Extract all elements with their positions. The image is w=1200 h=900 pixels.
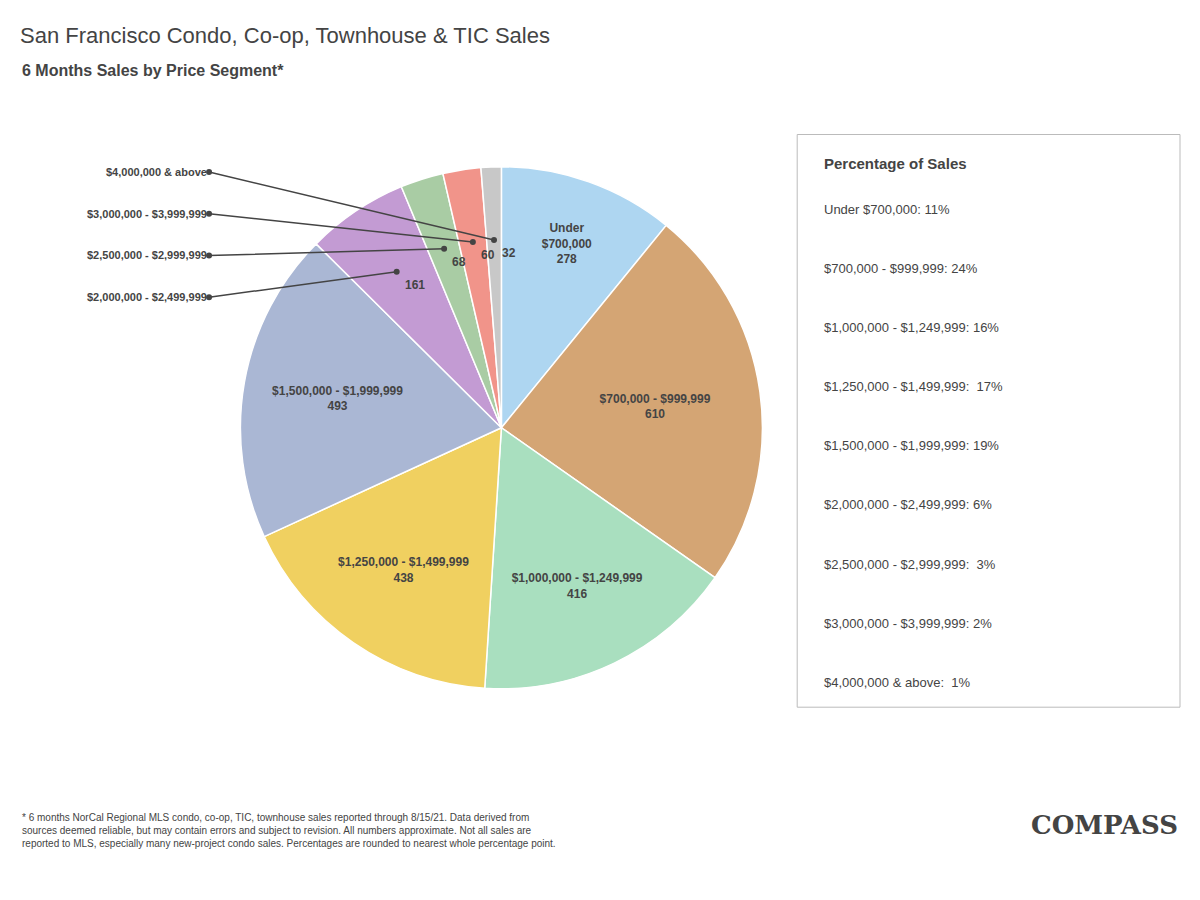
svg-text:$1,500,000 - $1,999,999: 19%: $1,500,000 - $1,999,999: 19% xyxy=(824,438,999,453)
svg-text:San Francisco Condo, Co-op, To: San Francisco Condo, Co-op, Townhouse & … xyxy=(20,23,550,48)
svg-text:32: 32 xyxy=(502,246,516,260)
svg-text:* 6 months NorCal Regional MLS: * 6 months NorCal Regional MLS condo, co… xyxy=(22,812,556,849)
svg-text:$1,250,000 - $1,499,999: 17%: $1,250,000 - $1,499,999: 17% xyxy=(824,379,1003,394)
svg-text:60: 60 xyxy=(481,248,495,262)
svg-text:Percentage of Sales: Percentage of Sales xyxy=(824,155,967,172)
svg-text:$1,500,000 - $1,999,999493: $1,500,000 - $1,999,999493 xyxy=(272,384,403,414)
svg-text:$4,000,000 & above: 1%: $4,000,000 & above: 1% xyxy=(824,675,970,690)
svg-text:Under $700,000: 11%: Under $700,000: 11% xyxy=(824,202,950,217)
svg-text:$2,000,000 - $2,499,999: $2,000,000 - $2,499,999 xyxy=(87,291,207,303)
svg-text:$1,000,000 - $1,249,999416: $1,000,000 - $1,249,999416 xyxy=(512,571,643,601)
svg-text:$700,000 - $999,999: 24%: $700,000 - $999,999: 24% xyxy=(824,261,978,276)
svg-text:6 Months Sales by Price Segmen: 6 Months Sales by Price Segment* xyxy=(22,62,284,79)
svg-text:$2,000,000 - $2,499,999: 6%: $2,000,000 - $2,499,999: 6% xyxy=(824,497,992,512)
svg-text:$2,500,000 - $2,999,999: 3%: $2,500,000 - $2,999,999: 3% xyxy=(824,557,996,572)
svg-text:$3,000,000 - $3,999,999: $3,000,000 - $3,999,999 xyxy=(87,208,207,220)
svg-text:68: 68 xyxy=(452,255,466,269)
svg-text:$700,000 - $999,999610: $700,000 - $999,999610 xyxy=(600,392,711,422)
svg-text:$3,000,000 - $3,999,999: 2%: $3,000,000 - $3,999,999: 2% xyxy=(824,616,992,631)
svg-text:161: 161 xyxy=(405,278,425,292)
svg-text:$1,250,000 - $1,499,999438: $1,250,000 - $1,499,999438 xyxy=(338,555,469,585)
svg-text:$4,000,000 & above: $4,000,000 & above xyxy=(106,166,207,178)
svg-text:Under$700,000278: Under$700,000278 xyxy=(542,221,592,266)
svg-text:COMPASS: COMPASS xyxy=(1031,810,1178,840)
svg-text:$2,500,000 - $2,999,999: $2,500,000 - $2,999,999 xyxy=(87,249,207,261)
svg-text:$1,000,000 - $1,249,999: 16%: $1,000,000 - $1,249,999: 16% xyxy=(824,320,999,335)
